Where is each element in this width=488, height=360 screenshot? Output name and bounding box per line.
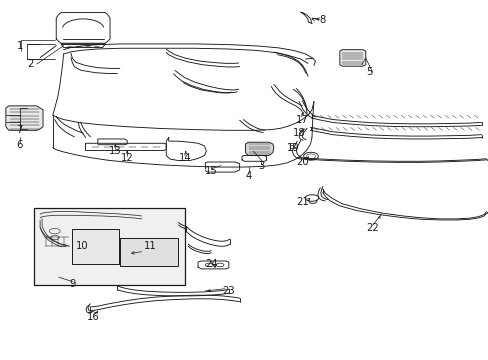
Polygon shape	[6, 106, 43, 130]
Text: 14: 14	[178, 153, 191, 163]
Text: 12: 12	[121, 153, 133, 163]
Text: 11: 11	[144, 240, 157, 251]
Text: 22: 22	[366, 222, 378, 233]
Text: 13: 13	[109, 146, 122, 156]
Text: 6: 6	[16, 140, 23, 150]
Text: 18: 18	[292, 128, 305, 138]
Text: 8: 8	[319, 15, 325, 25]
Text: 10: 10	[76, 240, 88, 251]
Text: 5: 5	[365, 67, 372, 77]
Bar	[120, 238, 177, 266]
Text: 24: 24	[204, 258, 217, 269]
Text: 17: 17	[295, 114, 308, 125]
Bar	[72, 229, 119, 264]
Text: 9: 9	[69, 279, 76, 289]
Text: 1: 1	[17, 41, 24, 51]
Text: 3: 3	[258, 161, 264, 171]
Text: 20: 20	[295, 157, 308, 167]
Text: 19: 19	[286, 143, 299, 153]
Text: 7: 7	[16, 125, 23, 135]
Polygon shape	[339, 50, 365, 66]
Polygon shape	[245, 142, 273, 156]
Text: 21: 21	[295, 197, 308, 207]
Text: 23: 23	[222, 286, 235, 296]
Text: 4: 4	[245, 171, 251, 181]
Text: 16: 16	[86, 312, 99, 322]
Bar	[34, 208, 184, 285]
Text: 2: 2	[27, 59, 34, 69]
Text: 15: 15	[204, 166, 217, 176]
